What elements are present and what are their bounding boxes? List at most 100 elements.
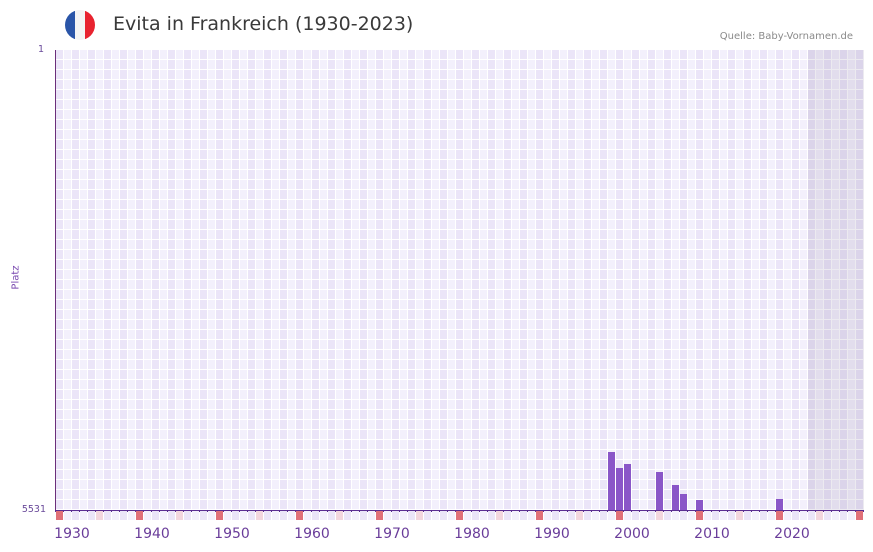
- year-marker: [168, 511, 175, 520]
- year-marker: [528, 511, 535, 520]
- year-marker: [576, 511, 583, 520]
- year-marker: [640, 511, 647, 520]
- year-marker: [472, 511, 479, 520]
- year-marker: [504, 511, 511, 520]
- year-marker: [104, 511, 111, 520]
- bar-2005[interactable]: [672, 484, 679, 510]
- year-marker: [64, 511, 71, 520]
- year-marker: [816, 511, 823, 520]
- year-marker: [264, 511, 271, 520]
- year-marker: [824, 511, 831, 520]
- year-marker: [712, 511, 719, 520]
- year-marker: [424, 511, 431, 520]
- bar-2006[interactable]: [680, 494, 687, 510]
- year-marker: [288, 511, 295, 520]
- bar-2003[interactable]: [656, 471, 663, 510]
- year-marker: [496, 511, 503, 520]
- year-marker: [376, 511, 383, 520]
- x-tick-label: 2020: [774, 526, 810, 542]
- x-tick-label: 1980: [454, 526, 490, 542]
- year-marker: [736, 511, 743, 520]
- year-marker: [608, 511, 615, 520]
- year-marker: [560, 511, 567, 520]
- x-tick-label: 2000: [614, 526, 650, 542]
- year-marker: [696, 511, 703, 520]
- year-marker: [584, 511, 591, 520]
- year-marker: [304, 511, 311, 520]
- year-marker: [656, 511, 663, 520]
- year-marker: [216, 511, 223, 520]
- year-marker: [88, 511, 95, 520]
- year-marker: [520, 511, 527, 520]
- y-axis-label: Platz: [10, 265, 22, 290]
- x-tick-label: 1950: [214, 526, 250, 542]
- year-marker: [328, 511, 335, 520]
- y-axis-line: [55, 50, 56, 511]
- x-tick-label: 1940: [134, 526, 170, 542]
- year-marker: [488, 511, 495, 520]
- year-marker: [432, 511, 439, 520]
- year-marker: [152, 511, 159, 520]
- bar-2008[interactable]: [696, 500, 703, 510]
- year-marker: [96, 511, 103, 520]
- year-marker: [400, 511, 407, 520]
- year-marker: [768, 511, 775, 520]
- year-marker: [184, 511, 191, 520]
- year-marker: [568, 511, 575, 520]
- y-tick-top: 1: [37, 44, 44, 55]
- source-label: Quelle: Baby-Vornamen.de: [719, 31, 853, 42]
- year-marker: [680, 511, 687, 520]
- bar-1999[interactable]: [624, 464, 631, 510]
- year-marker: [120, 511, 127, 520]
- year-marker: [448, 511, 455, 520]
- year-marker: [784, 511, 791, 520]
- year-marker: [128, 511, 135, 520]
- year-marker: [856, 511, 863, 520]
- year-marker: [240, 511, 247, 520]
- year-marker: [392, 511, 399, 520]
- year-marker: [664, 511, 671, 520]
- year-marker: [512, 511, 519, 520]
- bar-2018[interactable]: [776, 499, 783, 510]
- year-marker: [704, 511, 711, 520]
- year-marker: [416, 511, 423, 520]
- year-marker: [616, 511, 623, 520]
- plot-area: [56, 50, 864, 510]
- bar-1998[interactable]: [616, 467, 623, 510]
- year-marker: [808, 511, 815, 520]
- year-marker: [792, 511, 799, 520]
- year-marker: [848, 511, 855, 520]
- year-marker: [464, 511, 471, 520]
- x-tick-label: 1930: [54, 526, 90, 542]
- year-marker: [280, 511, 287, 520]
- france-flag-icon: [65, 10, 95, 40]
- year-marker: [208, 511, 215, 520]
- year-marker: [72, 511, 79, 520]
- x-tick-label: 1960: [294, 526, 330, 542]
- year-marker: [272, 511, 279, 520]
- year-marker: [344, 511, 351, 520]
- x-tick-label: 1970: [374, 526, 410, 542]
- year-marker: [408, 511, 415, 520]
- year-marker: [224, 511, 231, 520]
- year-marker: [832, 511, 839, 520]
- year-marker: [456, 511, 463, 520]
- bar-1997[interactable]: [608, 452, 615, 510]
- year-marker: [136, 511, 143, 520]
- year-marker: [840, 511, 847, 520]
- year-marker: [632, 511, 639, 520]
- year-marker: [480, 511, 487, 520]
- year-marker: [760, 511, 767, 520]
- year-marker: [296, 511, 303, 520]
- year-marker: [384, 511, 391, 520]
- year-marker: [336, 511, 343, 520]
- x-tick-label: 1990: [534, 526, 570, 542]
- x-tick-label: 2010: [694, 526, 730, 542]
- year-marker: [352, 511, 359, 520]
- year-marker: [56, 511, 63, 520]
- year-marker: [552, 511, 559, 520]
- year-marker: [648, 511, 655, 520]
- year-marker: [176, 511, 183, 520]
- year-marker: [112, 511, 119, 520]
- year-marker: [160, 511, 167, 520]
